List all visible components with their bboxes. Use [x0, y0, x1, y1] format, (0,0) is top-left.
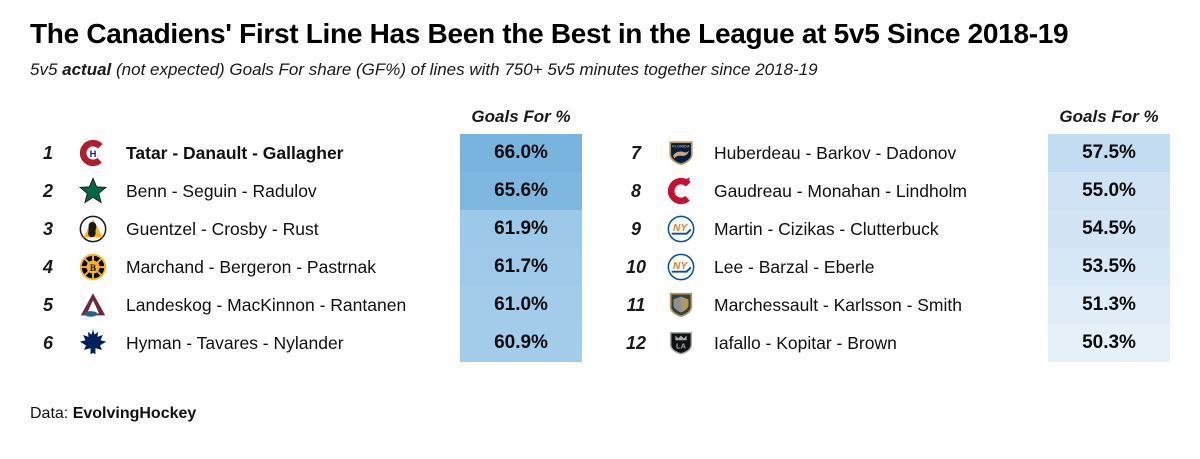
boston-bruins-logo-icon: B	[66, 252, 120, 282]
table-left: Goals For % 1 H Tatar - Danault - Gallag…	[30, 102, 582, 362]
tables-container: Goals For % 1 H Tatar - Danault - Gallag…	[30, 102, 1170, 362]
rank: 2	[42, 180, 53, 201]
gf-value: 60.9%	[460, 324, 582, 362]
gf-value: 55.0%	[1048, 172, 1170, 210]
table-row: 5 Landeskog - MacKinnon - Rantanen 61.0%	[30, 286, 582, 324]
svg-text:NY: NY	[673, 261, 688, 272]
rank: 3	[42, 218, 53, 239]
subtitle: 5v5 actual (not expected) Goals For shar…	[30, 60, 1170, 80]
table-row: 7 FLORIDA Huberdeau - Barkov - Dadonov 5…	[618, 134, 1170, 172]
gf-value: 54.5%	[1048, 210, 1170, 248]
calgary-flames-logo-icon	[654, 176, 708, 206]
svg-text:B: B	[90, 264, 96, 274]
rank: 12	[625, 332, 647, 353]
table-row: 6 Hyman - Tavares - Nylander 60.9%	[30, 324, 582, 362]
page-title: The Canadiens' First Line Has Been the B…	[30, 18, 1069, 49]
gf-value: 61.7%	[460, 248, 582, 286]
gf-value: 50.3%	[1048, 324, 1170, 362]
table-right: Goals For % 7 FLORIDA Huberdeau - Barkov…	[618, 102, 1170, 362]
subtitle-bold: actual	[62, 60, 112, 79]
rank: 5	[42, 294, 53, 315]
table-row: 4 B Marchand - Bergeron - Pastrnak 61.7%	[30, 248, 582, 286]
table-row: 12 LA Iafallo - Kopitar - Brown 50.3%	[618, 324, 1170, 362]
svg-text:NY: NY	[673, 223, 688, 234]
rank: 6	[42, 332, 53, 353]
table-row: 1 H Tatar - Danault - Gallagher 66.0%	[30, 134, 582, 172]
table-row: 11 Marchessault - Karlsson - Smith 51.3%	[618, 286, 1170, 324]
line-players: Gaudreau - Monahan - Lindholm	[714, 180, 967, 201]
table-row: 9 NY Martin - Cizikas - Clutterbuck 54.5…	[618, 210, 1170, 248]
rank: 9	[630, 218, 641, 239]
svg-text:FLORIDA: FLORIDA	[672, 143, 690, 148]
vegas-golden-knights-logo-icon	[654, 290, 708, 320]
rank: 8	[630, 180, 641, 201]
rank: 10	[625, 256, 647, 277]
line-players: Guentzel - Crosby - Rust	[126, 218, 319, 239]
rank: 4	[42, 256, 53, 277]
los-angeles-kings-logo-icon: LA	[654, 328, 708, 358]
line-players: Iafallo - Kopitar - Brown	[714, 332, 897, 353]
line-players: Huberdeau - Barkov - Dadonov	[714, 142, 957, 163]
rank: 1	[42, 142, 53, 163]
florida-panthers-logo-icon: FLORIDA	[654, 138, 708, 168]
gf-value: 51.3%	[1048, 286, 1170, 324]
line-players: Martin - Cizikas - Clutterbuck	[714, 218, 939, 239]
montreal-canadiens-logo-icon: H	[66, 138, 120, 168]
subtitle-pre: 5v5	[30, 60, 63, 79]
line-players: Benn - Seguin - Radulov	[126, 180, 317, 201]
line-players: Hyman - Tavares - Nylander	[126, 332, 344, 353]
goals-for-header-left: Goals For %	[471, 107, 571, 126]
data-source-name: EvolvingHockey	[72, 405, 197, 422]
table-row: 3 Guentzel - Crosby - Rust 61.9%	[30, 210, 582, 248]
rank: 7	[630, 142, 641, 163]
data-source-prefix: Data:	[30, 405, 73, 422]
gf-value: 53.5%	[1048, 248, 1170, 286]
subtitle-post: (not expected) Goals For share (GF%) of …	[111, 60, 818, 79]
table-row: 2 Benn - Seguin - Radulov 65.6%	[30, 172, 582, 210]
gf-value: 66.0%	[460, 134, 582, 172]
colorado-avalanche-logo-icon	[66, 290, 120, 320]
toronto-maple-leafs-logo-icon	[66, 328, 120, 358]
gf-value: 61.9%	[460, 210, 582, 248]
data-source-credit: Data: EvolvingHockey	[30, 405, 196, 423]
gf-value: 61.0%	[460, 286, 582, 324]
new-york-islanders-logo-icon: NY	[654, 214, 708, 244]
gf-value: 65.6%	[460, 172, 582, 210]
dallas-stars-logo-icon	[66, 176, 120, 206]
table-row: 10 NY Lee - Barzal - Eberle 53.5%	[618, 248, 1170, 286]
line-players: Landeskog - MacKinnon - Rantanen	[126, 294, 407, 315]
line-players: Tatar - Danault - Gallagher	[126, 142, 344, 163]
rank: 11	[626, 294, 646, 315]
pittsburgh-penguins-logo-icon	[66, 214, 120, 244]
svg-text:H: H	[90, 149, 97, 159]
line-players: Marchessault - Karlsson - Smith	[714, 294, 962, 315]
svg-text:LA: LA	[676, 342, 687, 351]
line-players: Lee - Barzal - Eberle	[714, 256, 875, 277]
new-york-islanders-logo-icon: NY	[654, 252, 708, 282]
table-left-header: Goals For %	[30, 102, 582, 132]
table-row: 8 Gaudreau - Monahan - Lindholm 55.0%	[618, 172, 1170, 210]
table-right-header: Goals For %	[618, 102, 1170, 132]
goals-for-header-right: Goals For %	[1059, 107, 1159, 126]
gf-value: 57.5%	[1048, 134, 1170, 172]
line-players: Marchand - Bergeron - Pastrnak	[126, 256, 376, 277]
